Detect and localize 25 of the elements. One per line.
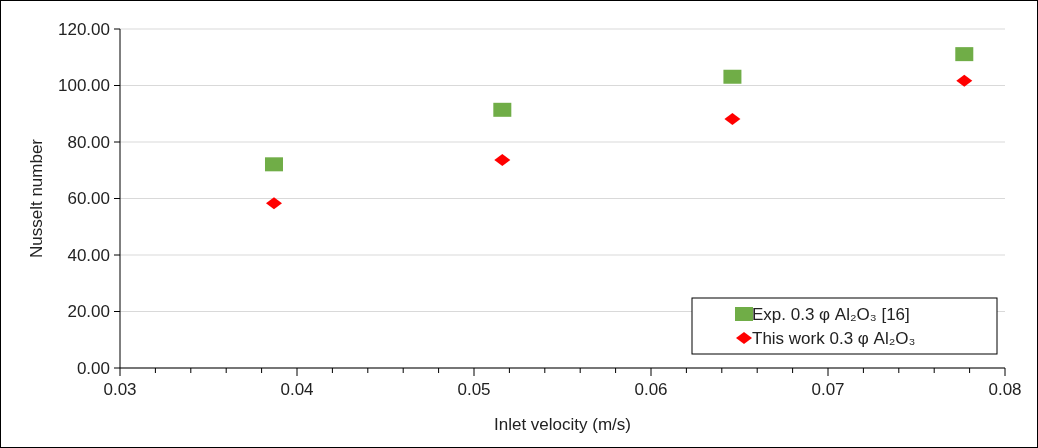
point bbox=[494, 154, 511, 167]
x-tick-label: 0.06 bbox=[634, 380, 668, 399]
y-tick-label: 120.00 bbox=[58, 19, 110, 39]
x-tick-label: 0.08 bbox=[988, 380, 1022, 399]
legend-label: Exp. 0.3 φ Al₂O₃ [16] bbox=[752, 304, 910, 324]
x-tick-label: 0.07 bbox=[811, 380, 845, 399]
x-tick-label: 0.05 bbox=[457, 380, 491, 399]
y-tick-label: 40.00 bbox=[67, 245, 110, 265]
x-axis-title: Inlet velocity (m/s) bbox=[494, 415, 631, 434]
point bbox=[493, 102, 512, 117]
legend-label: This work 0.3 φ Al₂O₃ bbox=[752, 328, 916, 348]
y-tick-label: 80.00 bbox=[67, 132, 110, 152]
y-axis-title: Nusselt number bbox=[27, 138, 46, 259]
x-tick-label: 0.04 bbox=[280, 380, 314, 399]
point bbox=[724, 113, 741, 126]
point bbox=[264, 157, 283, 172]
y-tick-label: 20.00 bbox=[67, 302, 110, 322]
y-tick-label: 100.00 bbox=[58, 76, 110, 96]
point bbox=[723, 69, 742, 84]
point bbox=[955, 47, 974, 62]
y-tick-label: 60.00 bbox=[67, 189, 110, 209]
x-tick-label: 0.03 bbox=[103, 380, 137, 399]
point bbox=[265, 197, 282, 210]
y-tick-label: 0.00 bbox=[76, 358, 110, 378]
point bbox=[956, 74, 973, 87]
